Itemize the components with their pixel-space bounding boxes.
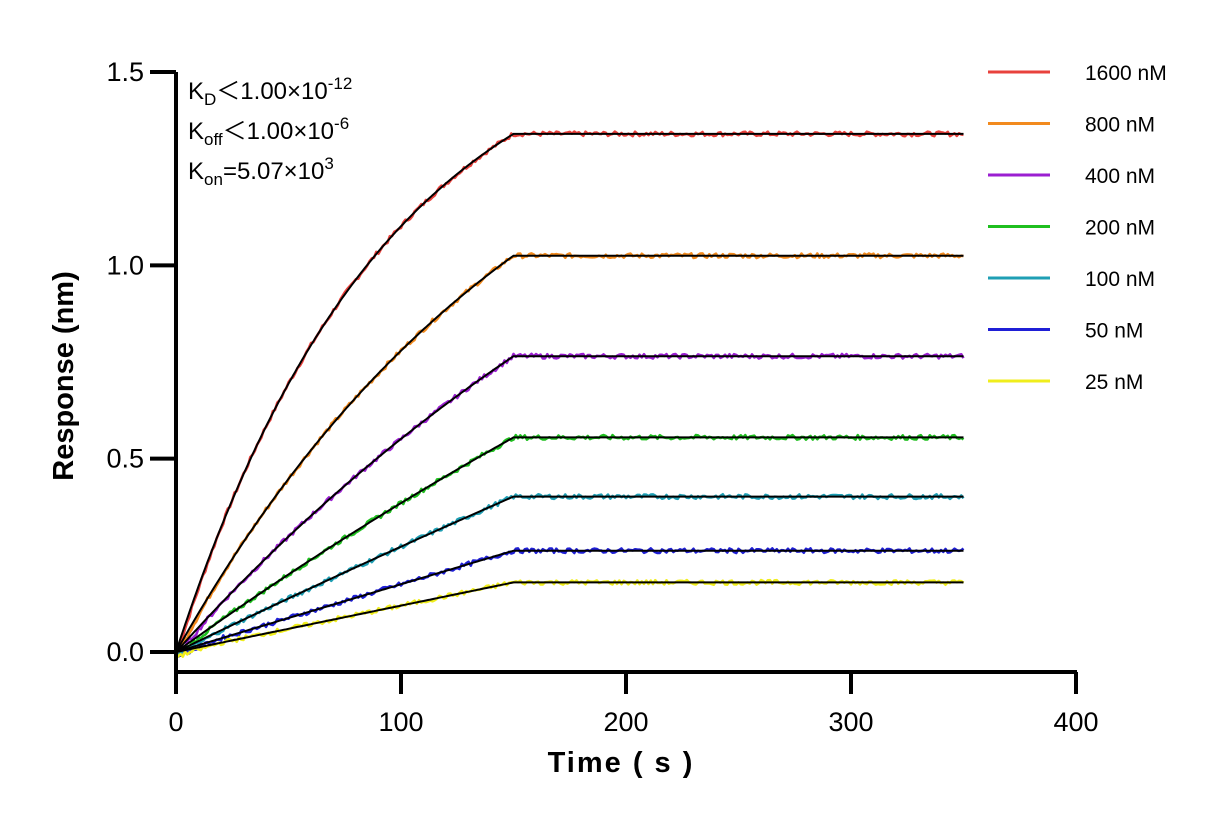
legend-label: 25 nM xyxy=(1085,371,1143,394)
x-tick-label: 0 xyxy=(168,707,183,737)
curves-layer xyxy=(174,130,965,660)
series-800-nm-fit-line xyxy=(175,254,964,653)
x-tick-label: 400 xyxy=(1053,707,1098,737)
x-ticks: 0 100 200 300 400 xyxy=(168,672,1099,737)
legend-label: 200 nM xyxy=(1085,217,1155,240)
kinetics-relation: = xyxy=(223,158,237,185)
series-25-nm-raw-line xyxy=(175,578,965,660)
legend-label: 50 nM xyxy=(1085,320,1143,343)
kinetics-value: 1.00×10 xyxy=(240,78,327,105)
kinetics-symbol: K xyxy=(188,78,204,105)
kinetics-symbol: K xyxy=(188,158,204,185)
series-200-nm-raw-line xyxy=(175,433,965,657)
kinetics-line-d: KD＜1.00×10-12 xyxy=(188,74,352,109)
series-1600-nm-fit-line xyxy=(175,132,964,653)
series-100-nm-raw-line xyxy=(175,493,965,657)
x-axis-title: Time ( s ) xyxy=(548,747,695,779)
y-tick-label: 1.5 xyxy=(106,57,144,87)
series-50-nm-fit-line xyxy=(175,549,964,653)
kinetics-relation: ＜ xyxy=(223,118,247,145)
kinetics-sub: on xyxy=(204,170,223,189)
series-400-nm-raw-line xyxy=(174,352,965,658)
series-400-nm-fit-line xyxy=(175,355,964,653)
y-ticks: 0.0 0.5 1.0 1.5 xyxy=(106,57,176,667)
y-tick-label: 0.0 xyxy=(106,637,144,667)
legend-label: 800 nM xyxy=(1085,114,1155,137)
kinetics-exp: -6 xyxy=(334,114,349,133)
legend-label: 1600 nM xyxy=(1085,62,1167,85)
y-axis-title: Response (nm) xyxy=(48,271,80,480)
series-25-nm-fit-line xyxy=(175,581,964,653)
kinetics-line-on: Kon=5.07×103 xyxy=(188,154,334,189)
kinetics-value: 5.07×10 xyxy=(237,158,324,185)
kinetics-exp: 3 xyxy=(324,154,333,173)
x-tick-label: 100 xyxy=(378,707,423,737)
kinetics-exp: -12 xyxy=(328,74,353,93)
x-tick-label: 300 xyxy=(828,707,873,737)
x-tick-label: 200 xyxy=(603,707,648,737)
kinetics-relation: ＜ xyxy=(216,78,240,105)
series-200-nm-fit-line xyxy=(175,436,964,653)
series-50-nm-raw-line xyxy=(175,547,965,658)
kinetics-symbol: K xyxy=(188,118,204,145)
legend-label: 400 nM xyxy=(1085,165,1155,188)
legend-label: 100 nM xyxy=(1085,268,1155,291)
kinetics-sub: D xyxy=(204,90,216,109)
kinetics-sub: off xyxy=(204,130,223,149)
kinetics-value: 1.00×10 xyxy=(247,118,334,145)
series-100-nm-fit-line xyxy=(175,495,964,653)
y-tick-label: 1.0 xyxy=(106,250,144,280)
series-1600-nm-raw-line xyxy=(174,130,964,658)
y-tick-label: 0.5 xyxy=(106,444,144,474)
legend: 1600 nM 800 nM 400 nM 200 nM 100 nM 50 nM 25 n… xyxy=(988,62,1167,394)
kinetics-line-off: Koff＜1.00×10-6 xyxy=(188,114,349,149)
